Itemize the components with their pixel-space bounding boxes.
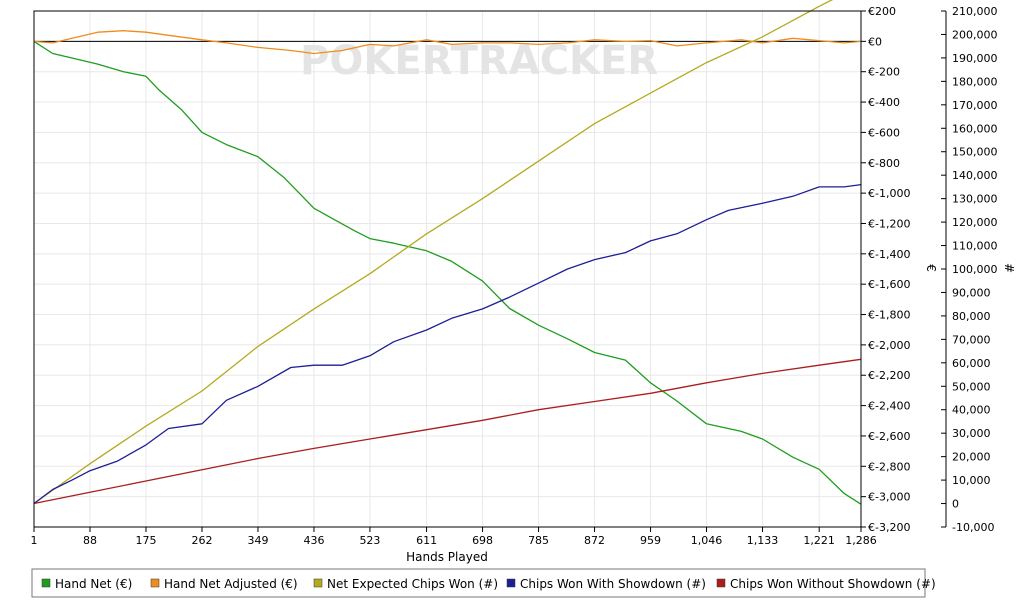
x-tick-label: 1,221 bbox=[803, 534, 835, 547]
x-tick-label: 436 bbox=[303, 534, 324, 547]
y-left-tick-label: €-2,800 bbox=[868, 460, 910, 473]
series-line-chips-won-with-showdown bbox=[33, 183, 862, 505]
legend-swatch-hand-net bbox=[41, 578, 51, 588]
y-right-tick-label: 10,000 bbox=[952, 474, 991, 487]
y-axis-left-title: € bbox=[924, 264, 938, 272]
x-axis-title: Hands Played bbox=[406, 550, 488, 564]
y-right-tick-label: 200,000 bbox=[952, 28, 998, 41]
y-left-tick-label: €-1,600 bbox=[868, 278, 910, 291]
x-tick-label: 1,286 bbox=[845, 534, 877, 547]
y-right-tick-label: 30,000 bbox=[952, 427, 991, 440]
series-line-hand-net bbox=[33, 40, 862, 505]
watermark: POKERTRACKER bbox=[300, 38, 658, 84]
x-tick-label: 523 bbox=[359, 534, 380, 547]
y-right-tick-label: 110,000 bbox=[952, 240, 998, 253]
x-tick-label: 88 bbox=[83, 534, 97, 547]
legend-swatch-net-expected-chips-won bbox=[313, 578, 323, 588]
x-tick-label: 349 bbox=[247, 534, 268, 547]
y-left-tick-label: €0 bbox=[868, 35, 882, 48]
y-left-tick-label: €-3,000 bbox=[868, 491, 910, 504]
x-tick-label: 1,133 bbox=[747, 534, 779, 547]
y-left-tick-label: €200 bbox=[868, 5, 896, 18]
y-right-tick-label: 210,000 bbox=[952, 5, 998, 18]
legend: Hand Net (€) Hand Net Adjusted (€) Net Exp… bbox=[41, 577, 936, 591]
y-left-tick-label: €-1,400 bbox=[868, 248, 910, 261]
y-right-tick-label: 150,000 bbox=[952, 146, 998, 159]
legend-label-hand-net: Hand Net (€) bbox=[55, 577, 132, 591]
y-right-tick-label: 60,000 bbox=[952, 357, 991, 370]
y-left-tick-label: €-400 bbox=[868, 96, 900, 109]
legend-box bbox=[31, 568, 926, 598]
y-left-tick-label: €-600 bbox=[868, 126, 900, 139]
y-right-tick-label: 40,000 bbox=[952, 404, 991, 417]
y-right-tick-label: 100,000 bbox=[952, 263, 998, 276]
series-line-chips-won-without-showdown bbox=[33, 358, 862, 505]
legend-swatch-hand-net-adjusted bbox=[150, 578, 160, 588]
plot-frame bbox=[33, 10, 862, 528]
y-left-tick-label: €-1,200 bbox=[868, 217, 910, 230]
x-tick-label: 1,046 bbox=[691, 534, 723, 547]
y-left-tick-label: €-800 bbox=[868, 157, 900, 170]
y-right-tick-label: 130,000 bbox=[952, 193, 998, 206]
y-left-tick-label: €-2,600 bbox=[868, 430, 910, 443]
y-right-tick-label: 180,000 bbox=[952, 75, 998, 88]
y-left-tick-label: €-1,800 bbox=[868, 309, 910, 322]
y-left-tick-label: €-200 bbox=[868, 66, 900, 79]
x-tick-label: 262 bbox=[191, 534, 212, 547]
y-left-tick-label: €-1,000 bbox=[868, 187, 910, 200]
series-line-hand-net-adjusted bbox=[33, 30, 862, 55]
x-tick-label: 698 bbox=[472, 534, 493, 547]
legend-swatch-chips-won-without-showdown bbox=[716, 578, 726, 588]
y-left-tick-label: €-3,200 bbox=[868, 521, 910, 534]
series-line-net-expected-chips-won bbox=[33, 0, 834, 505]
x-tick-label: 611 bbox=[416, 534, 437, 547]
y-axis-right-title: # bbox=[1002, 263, 1016, 273]
y-right-tick-label: 20,000 bbox=[952, 451, 991, 464]
y-right-tick-label: 80,000 bbox=[952, 310, 991, 323]
y-right-tick-label: 0 bbox=[952, 498, 959, 511]
y-left-tick-label: €-2,000 bbox=[868, 339, 910, 352]
y-right-tick-label: 170,000 bbox=[952, 99, 998, 112]
y-right-tick-label: 190,000 bbox=[952, 52, 998, 65]
x-tick-label: 785 bbox=[528, 534, 549, 547]
y-axis-right: 210,000 200,000 190,000 180,000 170,000 160,0… bbox=[941, 5, 998, 534]
x-tick-label: 959 bbox=[640, 534, 661, 547]
legend-swatch-chips-won-with-showdown bbox=[506, 578, 516, 588]
y-right-tick-label: -10,000 bbox=[952, 521, 994, 534]
y-right-tick-label: 140,000 bbox=[952, 169, 998, 182]
y-right-tick-label: 90,000 bbox=[952, 286, 991, 299]
y-right-tick-label: 160,000 bbox=[952, 122, 998, 135]
x-tick-label: 872 bbox=[584, 534, 605, 547]
y-right-tick-label: 70,000 bbox=[952, 333, 991, 346]
x-tick-label: 175 bbox=[135, 534, 156, 547]
legend-label-chips-won-with-showdown: Chips Won With Showdown (#) bbox=[520, 577, 706, 591]
y-right-tick-label: 50,000 bbox=[952, 380, 991, 393]
legend-label-net-expected-chips-won: Net Expected Chips Won (#) bbox=[327, 577, 498, 591]
legend-label-hand-net-adjusted: Hand Net Adjusted (€) bbox=[164, 577, 298, 591]
legend-label-chips-won-without-showdown: Chips Won Without Showdown (#) bbox=[730, 577, 936, 591]
series-layer bbox=[33, 0, 862, 505]
y-axis-left: €200 €0 €-200 €-400 €-600 €-800 €-1,000 €-1,200… bbox=[861, 5, 910, 534]
x-axis: 1 88 175 262 349 436 523 611 698 785 872 959 1,046 1,… bbox=[31, 527, 877, 547]
y-right-tick-label: 120,000 bbox=[952, 216, 998, 229]
x-tick-label: 1 bbox=[31, 534, 38, 547]
y-left-tick-label: €-2,400 bbox=[868, 400, 910, 413]
y-left-tick-label: €-2,200 bbox=[868, 369, 910, 382]
